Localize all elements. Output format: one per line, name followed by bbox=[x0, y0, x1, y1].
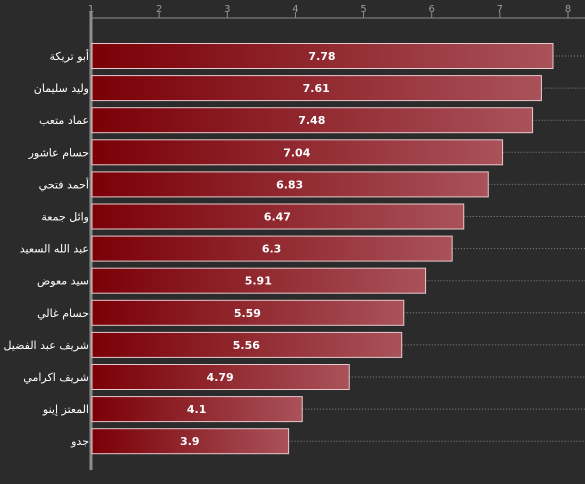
value-label: 7.48 bbox=[298, 114, 325, 127]
x-tick-label: 8 bbox=[565, 4, 571, 15]
x-tick-label: 6 bbox=[429, 4, 435, 15]
x-tick-label: 7 bbox=[497, 4, 503, 15]
category-label: أبو تريكة bbox=[50, 49, 89, 63]
value-label: 5.91 bbox=[245, 275, 272, 288]
category-label: وائل جمعة bbox=[41, 211, 89, 224]
value-label: 3.9 bbox=[180, 435, 200, 448]
value-label: 6.3 bbox=[262, 243, 282, 256]
bar bbox=[91, 267, 427, 294]
category-label: حسام غالي bbox=[37, 307, 89, 320]
category-label: عماد متعب bbox=[39, 114, 89, 127]
category-label: شريف عبد الفضيل bbox=[3, 339, 89, 352]
x-tick-label: 1 bbox=[88, 4, 94, 15]
category-label: شريف اكرامي bbox=[23, 371, 89, 384]
value-label: 5.56 bbox=[233, 339, 260, 352]
x-tick-label: 3 bbox=[224, 4, 230, 15]
category-label: حسام عاشور bbox=[28, 146, 89, 159]
value-label: 6.47 bbox=[264, 211, 291, 224]
category-label: سيد معوض bbox=[37, 275, 89, 288]
bar bbox=[91, 171, 489, 198]
value-label: 4.79 bbox=[207, 371, 234, 384]
category-label: جدو bbox=[70, 435, 89, 448]
bar bbox=[91, 107, 534, 134]
bar bbox=[91, 396, 303, 423]
bar bbox=[91, 43, 554, 69]
value-label: 5.59 bbox=[234, 307, 261, 320]
bars bbox=[91, 43, 554, 455]
value-label: 7.61 bbox=[303, 82, 330, 95]
category-label: عبد الله السعيد bbox=[20, 243, 89, 256]
x-tick-label: 2 bbox=[156, 4, 162, 15]
bar bbox=[91, 235, 453, 262]
bar bbox=[91, 364, 350, 390]
value-label: 4.1 bbox=[187, 403, 207, 416]
bar bbox=[91, 139, 504, 166]
labels: أبو تريكة 7.78 وليد سليمان 7.61 عماد متعب 7.4… bbox=[3, 49, 335, 448]
value-label: 7.78 bbox=[308, 50, 335, 63]
value-label: 7.04 bbox=[283, 146, 310, 159]
bar bbox=[91, 203, 465, 230]
x-tick-label: 5 bbox=[360, 4, 366, 15]
x-tick-label: 4 bbox=[292, 4, 298, 15]
bar bbox=[91, 299, 405, 326]
value-label: 6.83 bbox=[276, 178, 303, 191]
category-label: أحمد فتحي bbox=[39, 177, 89, 191]
bar bbox=[91, 331, 403, 358]
category-label: المعتز إينو bbox=[42, 403, 89, 416]
bar bbox=[91, 428, 290, 455]
x-axis: 1 2 3 4 5 6 7 8 bbox=[88, 4, 585, 470]
category-label: وليد سليمان bbox=[34, 82, 89, 95]
bar bbox=[91, 75, 542, 102]
grid-lines bbox=[288, 55, 585, 442]
